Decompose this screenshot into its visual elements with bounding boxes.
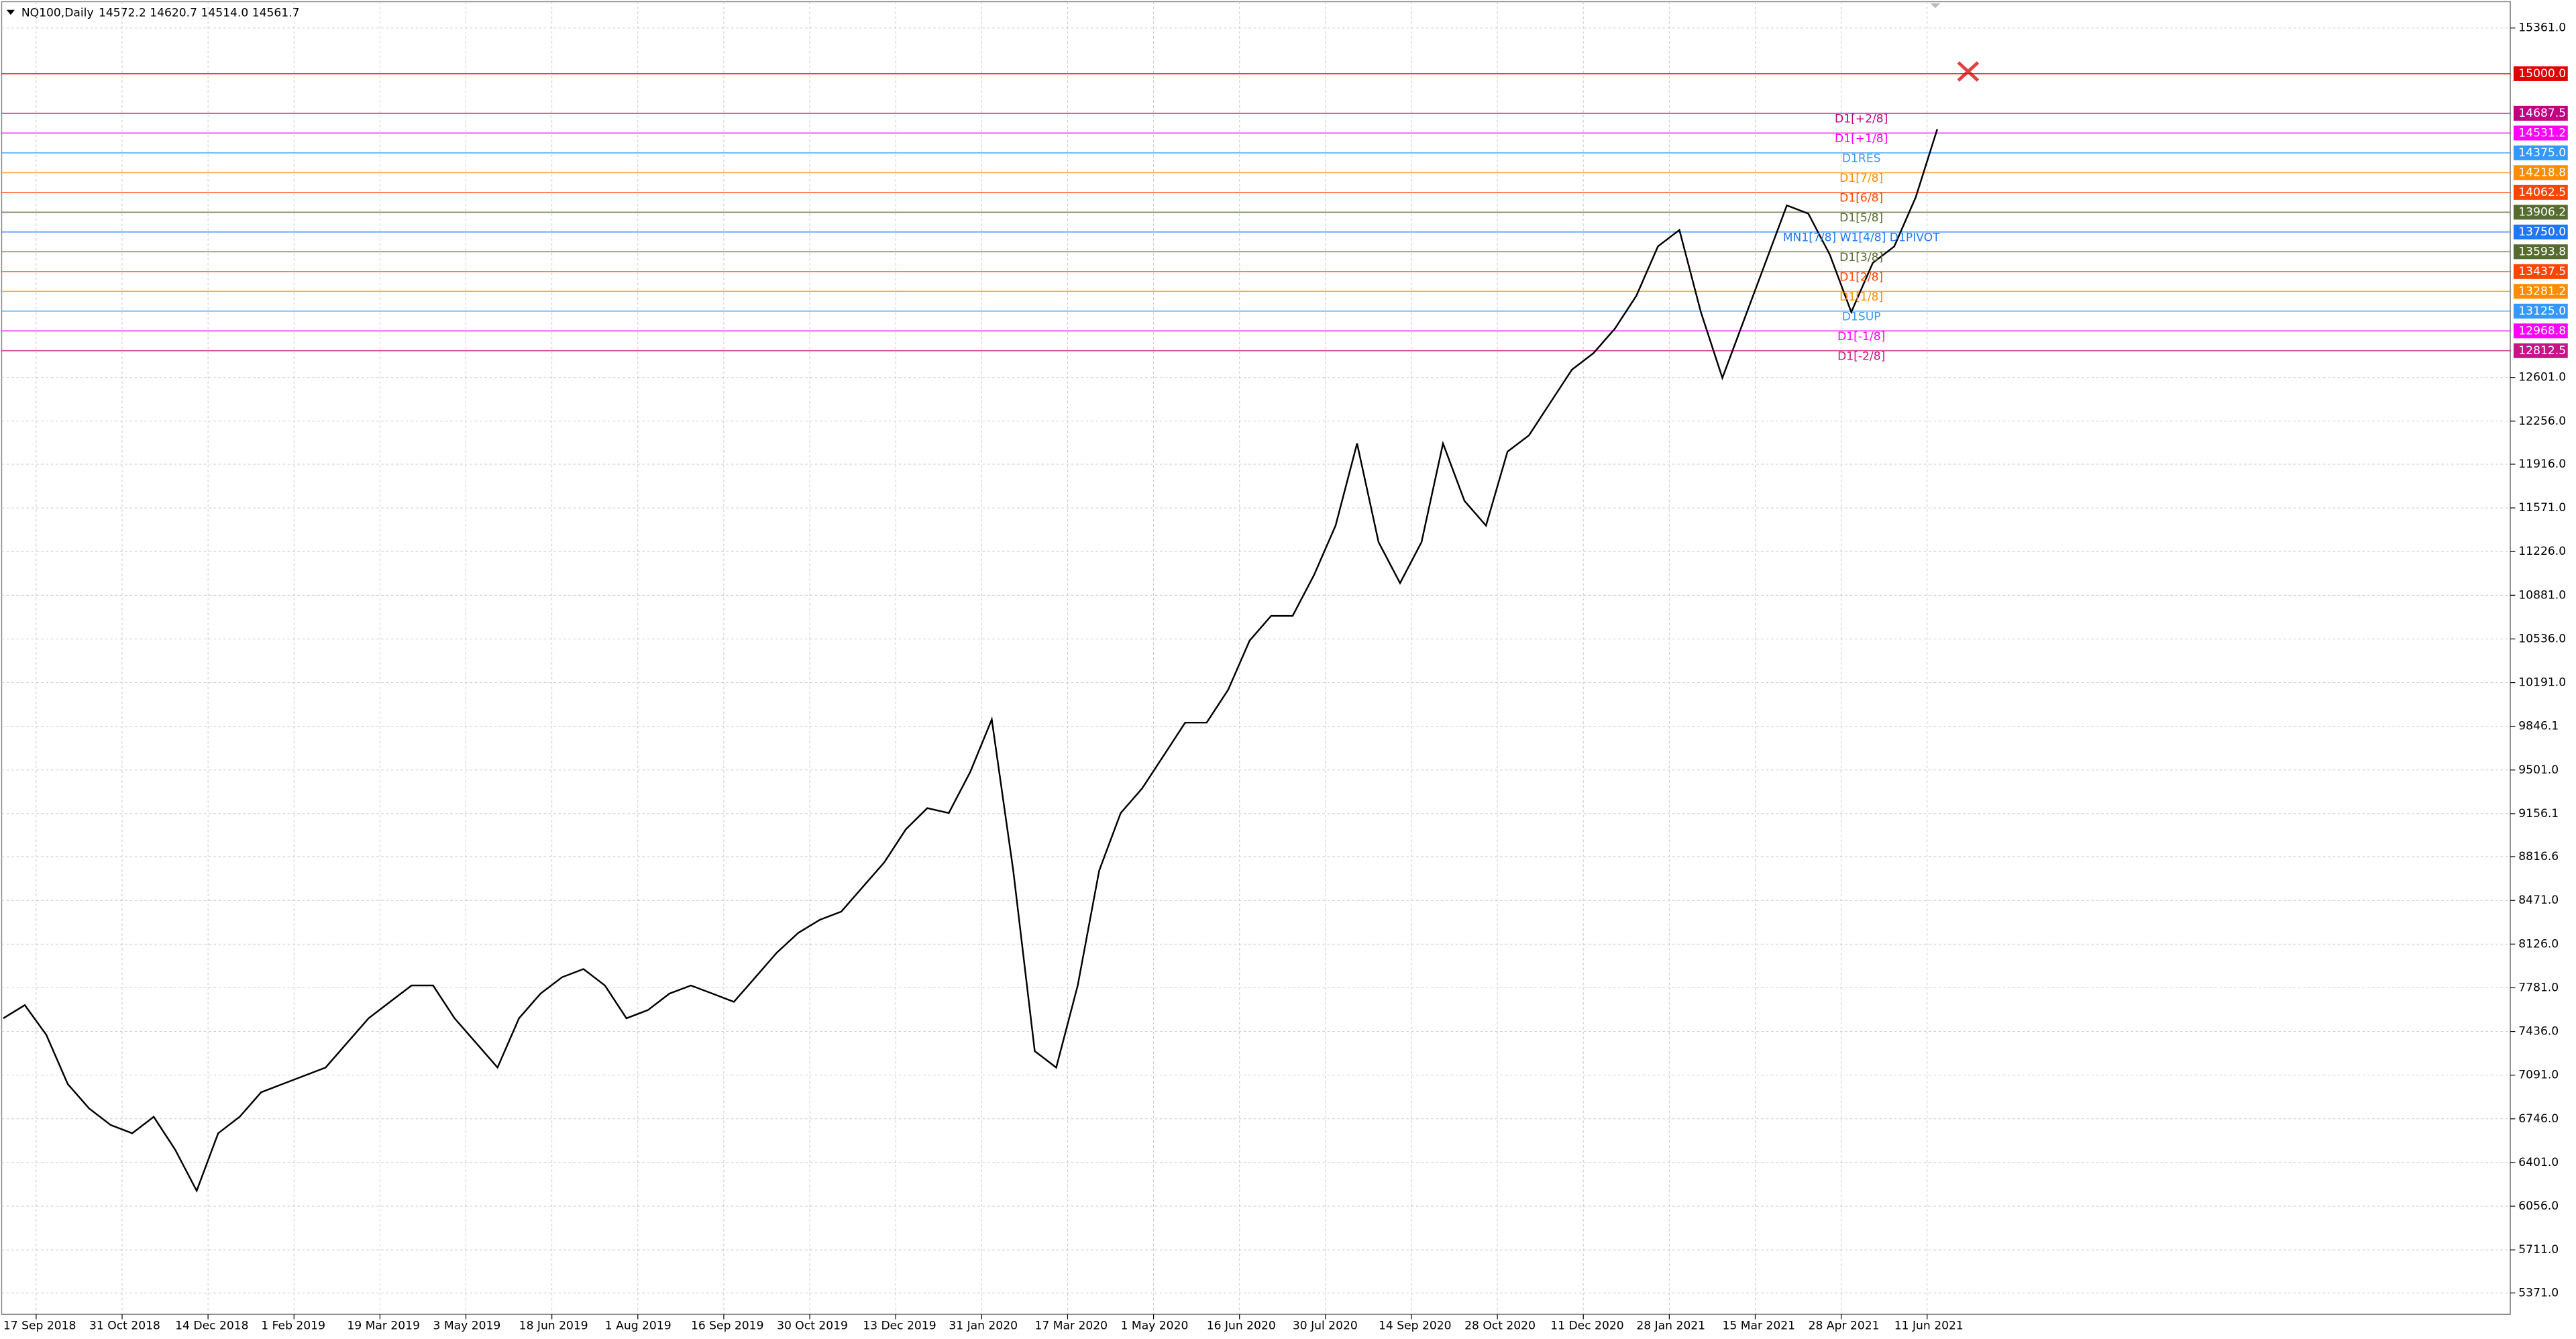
close-x[interactable] <box>1957 61 1980 82</box>
x-tick-label: 19 Mar 2019 <box>347 1319 420 1332</box>
level-name: D1[6/8] <box>1839 191 1883 205</box>
x-tick-label: 18 Jun 2019 <box>519 1319 588 1332</box>
level-name: D1[7/8] <box>1839 172 1883 185</box>
y-tick-label: 8471.0 <box>2518 894 2559 907</box>
y-tick-label: 8816.6 <box>2518 850 2559 863</box>
level-name: D1[1/8] <box>1839 290 1883 304</box>
x-tick-label: 17 Sep 2018 <box>3 1319 76 1332</box>
price-box-label: 14375.0 <box>2518 146 2566 160</box>
level-name: D1[2/8] <box>1839 270 1883 284</box>
x-tick-label: 16 Sep 2019 <box>691 1319 764 1332</box>
x-tick-label: 13 Dec 2019 <box>863 1319 936 1332</box>
x-tick-label: 11 Dec 2020 <box>1550 1319 1623 1332</box>
y-tick-label: 9156.1 <box>2518 807 2559 820</box>
price-box-label: 12968.8 <box>2518 324 2566 337</box>
plot-frame <box>1 1 2511 1315</box>
x-tick-label: 30 Oct 2019 <box>777 1319 848 1332</box>
y-tick-label: 6056.0 <box>2518 1199 2559 1213</box>
y-tick-label: 7091.0 <box>2518 1069 2559 1082</box>
level-name: MN1[7/8] W1[4/8] D1PIVOT <box>1783 231 1940 244</box>
x-tick-label: 14 Dec 2018 <box>175 1319 248 1332</box>
price-box-label: 13750.0 <box>2518 225 2566 239</box>
price-box <box>2513 224 2568 239</box>
level-name: D1[+1/8] <box>1835 132 1888 146</box>
x-tick-label: 17 Mar 2020 <box>1034 1319 1108 1332</box>
y-tick-label: 5711.0 <box>2518 1243 2559 1256</box>
x-tick-label: 15 Mar 2021 <box>1723 1319 1796 1332</box>
price-box-label: 14062.5 <box>2518 186 2566 199</box>
y-tick-label: 6746.0 <box>2518 1112 2559 1126</box>
x-tick-label: 28 Apr 2021 <box>1809 1319 1880 1332</box>
level-name: D1[-2/8] <box>1837 350 1885 363</box>
level-name: D1[+2/8] <box>1835 112 1888 125</box>
price-box-label: 13437.5 <box>2518 265 2566 278</box>
y-tick-label: 7436.0 <box>2518 1025 2559 1038</box>
price-box-label: 14687.5 <box>2518 107 2566 120</box>
price-box-label: 13593.8 <box>2518 245 2566 258</box>
symbol: NQ100,Daily <box>21 7 94 20</box>
y-tick-label: 11571.0 <box>2518 501 2566 515</box>
quote: 14572.2 14620.7 14514.0 14561.7 <box>99 7 300 20</box>
y-tick-label: 10881.0 <box>2518 588 2566 602</box>
price-box <box>2513 184 2568 200</box>
shift-marker <box>1930 3 1941 9</box>
y-tick-label: 10536.0 <box>2518 632 2566 645</box>
y-tick-label: 12256.0 <box>2518 415 2566 428</box>
price-box <box>2513 145 2568 160</box>
y-tick-label: 5371.0 <box>2518 1286 2559 1299</box>
x-tick-label: 16 Jun 2020 <box>1207 1319 1276 1332</box>
y-tick-label: 9846.1 <box>2518 720 2559 733</box>
level-name: D1SUP <box>1842 310 1881 323</box>
price-box-label: 12812.5 <box>2518 344 2566 358</box>
price-box-label: 13906.2 <box>2518 205 2566 219</box>
price-box <box>2513 125 2568 141</box>
price-box <box>2513 303 2568 319</box>
price-box-label: 14218.8 <box>2518 166 2566 179</box>
close-x-stroke[interactable] <box>1957 61 1980 82</box>
x-tick-label: 30 Jul 2020 <box>1293 1319 1358 1332</box>
price-box <box>2513 244 2568 260</box>
level-name: D1[3/8] <box>1839 251 1883 264</box>
x-tick-label: 11 Jun 2021 <box>1894 1319 1964 1332</box>
level-name: D1RES <box>1842 152 1881 165</box>
y-tick-label: 12601.0 <box>2518 371 2566 384</box>
price-box-label: 13281.2 <box>2518 284 2566 298</box>
y-tick-label: 8126.0 <box>2518 937 2559 951</box>
x-tick-label: 3 May 2019 <box>433 1319 501 1332</box>
price-box <box>2513 205 2568 220</box>
price-box <box>2513 264 2568 279</box>
y-tick-label: 6401.0 <box>2518 1156 2559 1169</box>
price-box <box>2513 284 2568 299</box>
price-box <box>2513 165 2568 180</box>
menu-arrow[interactable] <box>6 9 15 15</box>
y-tick-label: 11226.0 <box>2518 545 2566 558</box>
price-box-label: 15000.0 <box>2518 67 2566 81</box>
x-tick-label: 1 Feb 2019 <box>261 1319 325 1332</box>
x-tick-label: 1 May 2020 <box>1121 1319 1189 1332</box>
price-box <box>2513 105 2568 121</box>
price-box-label: 14531.2 <box>2518 126 2566 140</box>
level-name: D1[-1/8] <box>1837 330 1885 343</box>
price-box <box>2513 343 2568 358</box>
y-tick-label: 7781.0 <box>2518 981 2559 994</box>
x-tick-label: 31 Jan 2020 <box>949 1319 1018 1332</box>
price-box-label: 13125.0 <box>2518 305 2566 318</box>
x-tick-label: 28 Jan 2021 <box>1636 1319 1705 1332</box>
y-tick-label: 9501.0 <box>2518 763 2559 777</box>
price-box <box>2513 323 2568 339</box>
x-tick-label: 31 Oct 2018 <box>89 1319 160 1332</box>
price-box <box>2513 66 2568 81</box>
y-tick-label: 11916.0 <box>2518 458 2566 471</box>
x-tick-label: 1 Aug 2019 <box>605 1319 672 1332</box>
x-tick-label: 14 Sep 2020 <box>1379 1319 1452 1332</box>
y-tick-label: 10191.0 <box>2518 676 2566 690</box>
y-tick-label: 15361.0 <box>2518 21 2566 35</box>
price-line <box>3 129 1939 1193</box>
x-tick-label: 28 Oct 2020 <box>1464 1319 1536 1332</box>
level-name: D1[5/8] <box>1839 211 1883 225</box>
